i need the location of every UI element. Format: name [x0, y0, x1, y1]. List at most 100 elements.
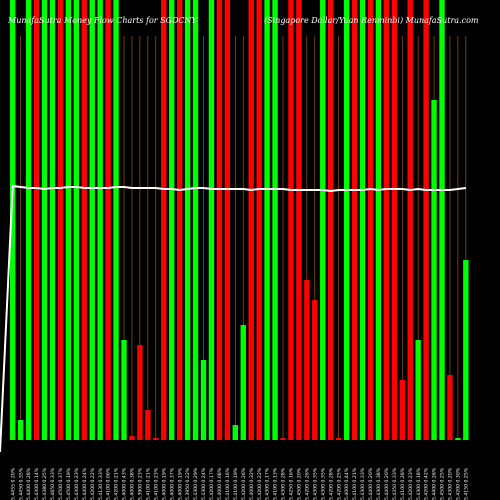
- series-line: [0, 184, 466, 453]
- x-tick-label: 5.4100 0.21%: [145, 467, 151, 500]
- bar: [455, 438, 461, 440]
- bar: [49, 0, 56, 440]
- bar: [328, 0, 334, 440]
- x-tick-label: 5.4300 0.29%: [193, 467, 199, 500]
- bar: [256, 0, 262, 440]
- bar: [272, 0, 278, 440]
- x-tick-label: 5.4200 0.30%: [456, 467, 462, 500]
- bar: [399, 380, 405, 440]
- x-tick-label: 5.3950 0.22%: [185, 467, 191, 500]
- bar: [145, 410, 151, 440]
- x-tick-label: 5.4450 0.35%: [18, 467, 24, 500]
- x-tick-label: 5.4200 0.42%: [424, 467, 430, 500]
- x-tick-label: 5.4200 0.23%: [408, 467, 414, 500]
- x-tick-label: 5.4200 0.17%: [209, 467, 215, 500]
- x-tick-label: 5.4200 0.28%: [328, 467, 334, 500]
- x-tick-label: 5.4100 0.23%: [153, 467, 159, 500]
- x-tick-label: 5.4455 0.20%: [10, 467, 16, 500]
- x-tick-label: 5.4300 0.14%: [34, 467, 40, 500]
- x-tick-label: 5.4000 0.19%: [177, 467, 183, 500]
- x-tick-label: 5.4300 0.35%: [312, 467, 318, 500]
- x-tick-label: 5.4300 0.28%: [281, 467, 287, 500]
- bar: [17, 420, 24, 440]
- x-tick-label: 5.4400 0.24%: [82, 467, 88, 500]
- bar: [81, 0, 87, 440]
- x-tick-label: 5.4400 0.20%: [368, 467, 374, 500]
- x-tick-label: 5.4200 0.22%: [257, 467, 263, 500]
- bar: [312, 300, 318, 440]
- bar: [407, 0, 413, 440]
- bar: [463, 260, 469, 440]
- x-tick-label: 5.4100 0.19%: [233, 467, 239, 500]
- x-tick-label: 5.4300 0.18%: [416, 467, 422, 500]
- x-tick-label: 5.4000 0.08%: [217, 467, 223, 500]
- x-tick-label: 5.4500 0.25%: [440, 467, 446, 500]
- x-tick-label: 5.4200 0.26%: [241, 467, 247, 500]
- x-tick-label: 5.4100 0.28%: [400, 467, 406, 500]
- x-tick-label: 5.4300 0.35%: [320, 467, 326, 500]
- x-tick-label: 5.4000 0.43%: [122, 467, 128, 500]
- x-tick-label: 5.4300 0.33%: [360, 467, 366, 500]
- bar: [192, 0, 199, 440]
- bar: [391, 0, 397, 440]
- chart-subtitle: (Singapore Dollar/Yuan Renminbi) MunafaS…: [264, 16, 479, 25]
- bar: [359, 0, 366, 440]
- bar: [176, 0, 183, 440]
- bar: [304, 280, 310, 440]
- x-tick-label: 5.4200 0.22%: [90, 467, 96, 500]
- bar: [431, 100, 437, 440]
- bar: [121, 340, 127, 440]
- bar: [153, 438, 159, 440]
- bar: [383, 0, 390, 440]
- bar: [447, 375, 453, 440]
- x-tick-label: 5.4130 0.33%: [98, 467, 104, 500]
- x-tick-label: 5.4200 0.21%: [114, 467, 120, 500]
- bar: [439, 0, 445, 440]
- bar: [320, 0, 326, 440]
- x-tick-label: 5.4000 0.38%: [130, 467, 136, 500]
- x-tick-label: 5.4200 0.26%: [304, 467, 310, 500]
- bar: [224, 0, 231, 440]
- x-tick-label: 5.4400 0.26%: [432, 467, 438, 500]
- x-tick-label: 5.4380 0.25%: [42, 467, 48, 500]
- chart-title: MunafaSutra Money Flow Charts for SGDCNY: [7, 16, 198, 25]
- x-tick-label: 5.4500 0.19%: [66, 467, 72, 500]
- x-tick-label: 5.4100 0.06%: [106, 467, 112, 500]
- bar: [280, 438, 286, 440]
- x-tick-label: 5.4300 0.38%: [376, 467, 382, 500]
- x-tick-label: 5.4000 0.32%: [249, 467, 255, 500]
- x-tick-label: 5.4300 0.23%: [74, 467, 80, 500]
- bar: [41, 0, 48, 440]
- x-tick-label: 5.4100 0.16%: [225, 467, 231, 500]
- bar: [415, 340, 421, 440]
- bar: [208, 0, 215, 440]
- x-tick-label: 5.4300 0.24%: [201, 467, 207, 500]
- x-tick-label: 5.4100 0.21%: [352, 467, 358, 500]
- x-tick-label: 5.4400 0.20%: [384, 467, 390, 500]
- x-tick-label: 5.4100 0.13%: [273, 467, 279, 500]
- bar: [296, 0, 302, 440]
- bar: [33, 0, 40, 440]
- x-tick-label: 5.4200 0.25%: [336, 467, 342, 500]
- x-tick-label: 5.4250 0.16%: [289, 467, 295, 500]
- bar: [216, 0, 223, 440]
- bar: [264, 0, 270, 440]
- bar: [65, 0, 72, 440]
- bar: [200, 360, 207, 440]
- bar: [137, 345, 143, 440]
- x-tick-label: 5.4000 0.44%: [344, 467, 350, 500]
- bar: [105, 0, 111, 440]
- bar: [113, 0, 119, 440]
- bar: [97, 0, 103, 440]
- bar: [129, 436, 135, 440]
- x-tick-label: 5.4650 0.33%: [50, 467, 56, 500]
- bar: [89, 0, 95, 440]
- x-tick-label: 5.4500 0.37%: [58, 467, 64, 500]
- bar: [351, 0, 358, 440]
- x-tick-label: 5.4150 0.25%: [463, 467, 469, 500]
- bar: [375, 0, 382, 440]
- bar: [73, 0, 79, 440]
- bar: [232, 425, 238, 440]
- bar: [25, 0, 32, 440]
